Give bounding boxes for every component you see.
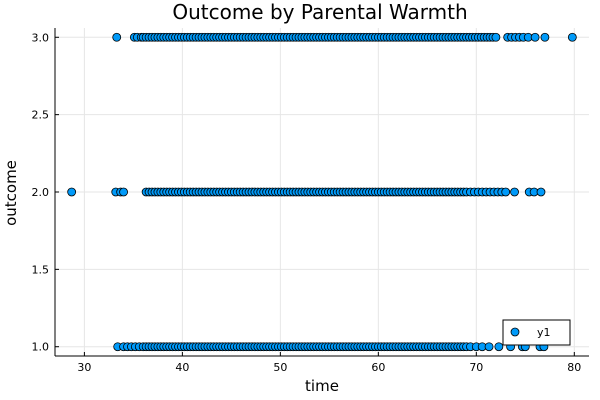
- data-point: [510, 187, 519, 197]
- y-tick-label-3: 2.5: [32, 109, 50, 122]
- points-layer: [67, 32, 577, 352]
- x-tick-label-2: 50: [273, 361, 287, 374]
- x-tick-label-3: 60: [371, 361, 385, 374]
- data-point: [540, 32, 550, 42]
- data-point: [119, 187, 128, 197]
- data-point: [67, 187, 77, 197]
- data-point: [112, 32, 122, 42]
- data-point: [484, 342, 494, 352]
- data-point: [567, 32, 577, 42]
- axes-layer: [54, 28, 589, 357]
- legend-marker: [510, 327, 520, 337]
- data-point: [530, 32, 540, 42]
- legend-label-y1: y1: [537, 326, 551, 339]
- data-point: [536, 187, 546, 197]
- y-tick-label-1: 1.5: [32, 263, 50, 276]
- x-tick-label-1: 40: [175, 361, 189, 374]
- data-point: [494, 342, 504, 352]
- y-axis-title: outcome: [2, 160, 20, 226]
- x-tick-label-0: 30: [77, 361, 91, 374]
- y-tick-label-4: 3.0: [32, 31, 50, 44]
- legend: y1: [502, 319, 571, 346]
- x-axis-title: time: [305, 377, 339, 395]
- tick-labels: 30 40 50 60 70 80 1.0 1.5 2.0 2.5 3.0: [32, 31, 582, 374]
- y-tick-label-2: 2.0: [32, 186, 50, 199]
- x-tick-label-5: 80: [567, 361, 581, 374]
- x-tick-label-4: 70: [469, 361, 483, 374]
- y-tick-label-0: 1.0: [32, 341, 50, 354]
- chart-title: Outcome by Parental Warmth: [172, 0, 467, 24]
- data-point: [501, 187, 511, 197]
- data-point: [491, 32, 501, 42]
